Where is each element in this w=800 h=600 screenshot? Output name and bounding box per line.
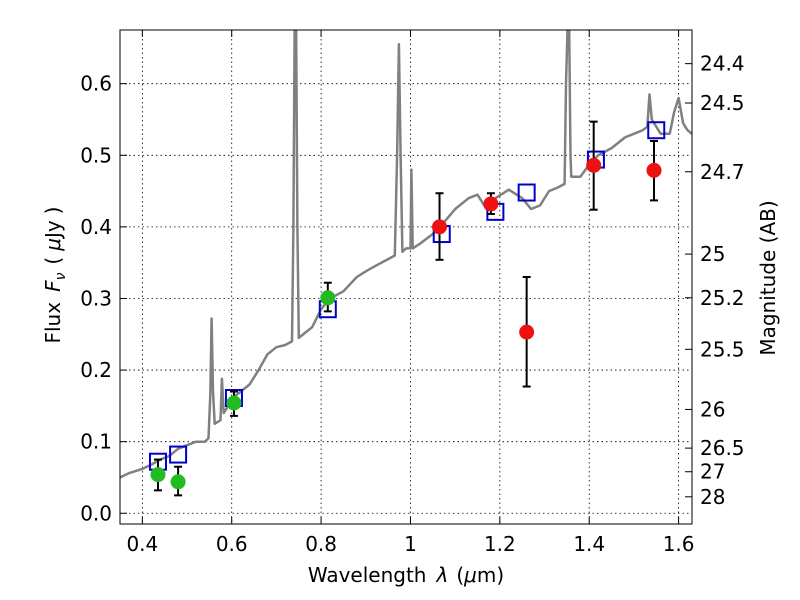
x-tick-label: 0.8	[305, 532, 337, 556]
y2-tick-label: 25.2	[700, 286, 745, 310]
y-axis-label: FluxFν(μJy)	[41, 206, 69, 343]
y2-tick-label: 24.7	[700, 160, 745, 184]
red-point-marker	[519, 324, 535, 340]
x-tick-label: 1.4	[573, 532, 605, 556]
y2-tick-label: 24.4	[700, 52, 745, 76]
y-tick-label: 0.5	[80, 143, 112, 167]
grid	[120, 30, 692, 524]
green-point-marker	[150, 467, 166, 483]
model-square-marker	[647, 121, 666, 140]
plot-area	[120, 30, 692, 497]
model-square-marker	[169, 445, 188, 464]
y-tick-label: 0.3	[80, 286, 112, 310]
x-axis-label: Wavelength λ (μm)	[308, 563, 504, 587]
red-point-marker	[483, 196, 499, 212]
secondary-y-axis-label: Magnitude (AB)	[756, 200, 780, 355]
y2-tick-label: 24.5	[700, 91, 745, 115]
y2-tick-label: 27	[700, 460, 725, 484]
x-tick-label: 0.6	[216, 532, 248, 556]
red-point-marker	[432, 219, 448, 235]
spectrum-line	[120, 30, 692, 479]
red-point-marker	[586, 157, 602, 173]
green-point-marker	[320, 290, 336, 306]
x-tick-label: 1.6	[663, 532, 695, 556]
y2-tick-label: 26	[700, 397, 725, 421]
y2-tick-label: 25	[700, 242, 725, 266]
y-tick-label: 0.6	[80, 72, 112, 96]
y2-tick-label: 28	[700, 485, 725, 509]
axis-ticks: 0.4 0.6 0.8 1 1.2 1.4 1.6 0.0 0.1 0.2 0.3 0.4 0.5 0.6…	[80, 30, 745, 556]
green-point-marker	[170, 474, 186, 490]
y-tick-label: 0.1	[80, 430, 112, 454]
model-square-marker	[517, 183, 536, 202]
y-tick-label: 0.0	[80, 501, 112, 525]
x-tick-label: 1.2	[484, 532, 516, 556]
x-tick-label: 1	[404, 532, 417, 556]
red-point-marker	[646, 162, 662, 178]
green-point-marker	[226, 395, 242, 411]
x-tick-label: 0.4	[126, 532, 158, 556]
y-tick-label: 0.2	[80, 358, 112, 382]
axes-frame	[119, 29, 693, 525]
y2-tick-label: 25.5	[700, 337, 745, 361]
y2-tick-label: 26.5	[700, 436, 745, 460]
y-tick-label: 0.4	[80, 215, 112, 239]
